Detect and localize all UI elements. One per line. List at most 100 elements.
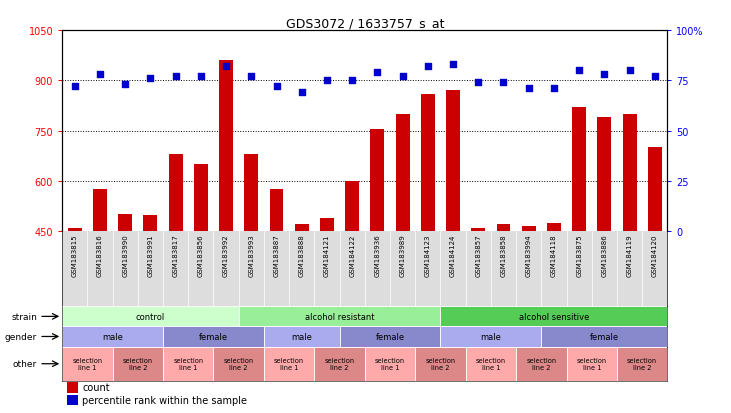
Text: GSM183888: GSM183888 (299, 234, 305, 276)
Bar (471, 228, 485, 231)
Bar (219, 61, 233, 231)
Bar (62, 327, 163, 347)
Bar (496, 225, 510, 231)
Point (195, 74, 207, 81)
Bar (446, 91, 460, 231)
Text: selection
line 1: selection line 1 (577, 358, 607, 370)
Text: GSM184121: GSM184121 (324, 234, 330, 276)
Point (498, 80, 510, 86)
Bar (345, 181, 359, 231)
Point (296, 90, 308, 96)
Bar (118, 215, 132, 231)
Text: GSM183994: GSM183994 (526, 234, 531, 276)
Bar (143, 216, 157, 231)
Point (447, 62, 459, 69)
Text: GSM183990: GSM183990 (122, 234, 128, 276)
Point (573, 68, 585, 74)
Y-axis label: other: other (13, 359, 37, 368)
Point (69, 84, 80, 90)
Text: selection
line 2: selection line 2 (224, 358, 254, 370)
Bar (421, 95, 435, 231)
Bar (62, 347, 113, 381)
Bar (440, 306, 667, 327)
Point (649, 74, 661, 81)
Y-axis label: gender: gender (5, 332, 37, 341)
Text: selection
line 2: selection line 2 (526, 358, 556, 370)
Text: selection
line 2: selection line 2 (425, 358, 455, 370)
Text: male: male (291, 332, 312, 341)
Text: selection
line 2: selection line 2 (123, 358, 153, 370)
Text: alcohol sensitive: alcohol sensitive (519, 312, 589, 321)
Bar (339, 327, 440, 347)
Bar (572, 108, 586, 231)
Text: control: control (136, 312, 165, 321)
Text: selection
line 1: selection line 1 (476, 358, 506, 370)
Point (246, 74, 257, 81)
Bar (567, 347, 617, 381)
Text: female: female (199, 332, 228, 341)
Text: GSM183886: GSM183886 (602, 234, 607, 276)
Point (472, 80, 484, 86)
Text: GSM183936: GSM183936 (374, 234, 380, 276)
Bar (415, 347, 466, 381)
Text: GSM183993: GSM183993 (249, 234, 254, 276)
Text: GSM183991: GSM183991 (148, 234, 154, 276)
Point (145, 76, 156, 82)
Point (170, 74, 181, 81)
Bar (320, 218, 334, 231)
Text: GSM183815: GSM183815 (72, 234, 77, 276)
Text: GSM183989: GSM183989 (400, 234, 406, 276)
Bar (597, 118, 611, 231)
Bar (365, 347, 415, 381)
Text: male: male (480, 332, 501, 341)
Text: selection
line 1: selection line 1 (274, 358, 304, 370)
Bar (194, 165, 208, 231)
Bar (113, 347, 163, 381)
Bar (617, 347, 667, 381)
Text: count: count (82, 382, 110, 392)
Bar (270, 190, 284, 231)
Text: female: female (376, 332, 404, 341)
Bar (648, 148, 662, 231)
Text: GSM183992: GSM183992 (223, 234, 229, 276)
Title: GDS3072 / 1633757_s_at: GDS3072 / 1633757_s_at (286, 17, 444, 30)
Text: alcohol resistant: alcohol resistant (305, 312, 374, 321)
Bar (67, 382, 78, 393)
Text: GSM184122: GSM184122 (349, 234, 355, 276)
Text: GSM183816: GSM183816 (97, 234, 103, 276)
Text: GSM184124: GSM184124 (450, 234, 456, 276)
Bar (264, 327, 339, 347)
Y-axis label: strain: strain (11, 312, 37, 321)
Bar (169, 154, 183, 231)
Bar (516, 347, 567, 381)
Point (422, 64, 433, 70)
Point (397, 74, 409, 81)
Bar (314, 347, 365, 381)
Bar (93, 190, 107, 231)
Text: selection
line 1: selection line 1 (173, 358, 203, 370)
Text: selection
line 2: selection line 2 (627, 358, 657, 370)
Text: GSM184120: GSM184120 (652, 234, 658, 276)
Bar (244, 154, 258, 231)
Text: GSM184119: GSM184119 (626, 234, 632, 276)
Bar (466, 347, 516, 381)
Bar (67, 395, 78, 406)
Bar (522, 226, 536, 231)
Bar (163, 327, 264, 347)
Text: GSM183856: GSM183856 (198, 234, 204, 276)
Bar (62, 306, 238, 327)
Text: selection
line 1: selection line 1 (72, 358, 102, 370)
Bar (68, 228, 82, 231)
Text: GSM184123: GSM184123 (425, 234, 431, 276)
Bar (623, 114, 637, 231)
Bar (264, 347, 314, 381)
Point (371, 70, 383, 76)
Text: percentile rank within the sample: percentile rank within the sample (82, 395, 247, 405)
Point (270, 84, 282, 90)
Point (119, 82, 131, 88)
Text: male: male (102, 332, 123, 341)
Point (548, 86, 560, 93)
Bar (395, 114, 409, 231)
Bar (547, 223, 561, 231)
Text: GSM183875: GSM183875 (576, 234, 582, 276)
